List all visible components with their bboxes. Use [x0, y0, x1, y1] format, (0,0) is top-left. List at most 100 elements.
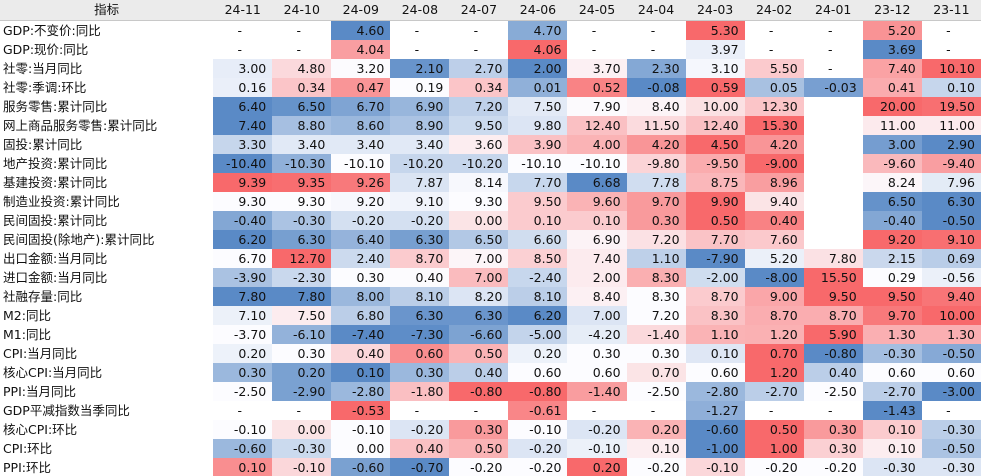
row-label[interactable]: 基建投资:累计同比 [0, 173, 214, 192]
value-cell[interactable]: 4.70 [508, 20, 568, 40]
row-label[interactable]: PPI:环比 [0, 458, 214, 476]
value-cell[interactable]: 6.30 [921, 192, 981, 211]
value-cell[interactable]: 0.52 [567, 78, 627, 97]
value-cell[interactable]: 3.69 [862, 40, 922, 59]
value-cell[interactable]: 8.24 [862, 173, 922, 192]
value-cell[interactable]: 8.40 [626, 97, 686, 116]
row-label[interactable]: GDP平减指数当季同比 [0, 401, 214, 420]
value-cell[interactable]: 0.60 [390, 344, 450, 363]
value-cell[interactable]: 7.20 [626, 230, 686, 249]
value-cell[interactable]: -10.10 [567, 154, 627, 173]
column-header[interactable]: 24-03 [685, 0, 745, 21]
value-cell[interactable]: 19.50 [921, 97, 981, 116]
value-cell[interactable]: 6.80 [331, 306, 391, 325]
value-cell[interactable]: 0.50 [685, 211, 745, 230]
value-cell[interactable]: 0.00 [331, 439, 391, 458]
value-cell[interactable] [804, 97, 863, 116]
value-cell[interactable]: -0.20 [449, 458, 509, 476]
value-cell[interactable]: 9.50 [449, 116, 509, 135]
value-cell[interactable]: - [591, 403, 597, 418]
value-cell[interactable]: -10.10 [331, 154, 391, 173]
value-cell[interactable]: 7.70 [508, 173, 568, 192]
value-cell[interactable]: 5.90 [803, 325, 863, 344]
value-cell[interactable]: 0.10 [213, 458, 273, 476]
value-cell[interactable]: -0.30 [272, 211, 332, 230]
value-cell[interactable]: 8.40 [567, 287, 627, 306]
value-cell[interactable]: -0.03 [803, 78, 863, 97]
value-cell[interactable]: 8.00 [331, 287, 391, 306]
value-cell[interactable]: 0.16 [213, 78, 273, 97]
value-cell[interactable]: 3.20 [331, 59, 391, 78]
value-cell[interactable]: -0.80 [449, 382, 509, 401]
value-cell[interactable]: 8.70 [744, 306, 804, 325]
value-cell[interactable] [804, 173, 863, 192]
value-cell[interactable]: -0.60 [213, 439, 273, 458]
value-cell[interactable]: 0.60 [685, 363, 745, 382]
value-cell[interactable]: - [237, 42, 242, 57]
value-cell[interactable]: -2.80 [331, 382, 391, 401]
value-cell[interactable]: 7.80 [213, 287, 273, 306]
value-cell[interactable]: -0.20 [331, 211, 391, 230]
value-cell[interactable]: 3.00 [862, 135, 922, 154]
value-cell[interactable]: 7.00 [449, 249, 509, 268]
value-cell[interactable]: 9.70 [862, 306, 922, 325]
value-cell[interactable]: 0.00 [272, 420, 332, 439]
value-cell[interactable]: - [827, 42, 833, 57]
value-cell[interactable]: 6.90 [567, 230, 627, 249]
row-label[interactable]: 制造业投资:累计同比 [0, 192, 214, 211]
value-cell[interactable]: 9.50 [803, 287, 863, 306]
value-cell[interactable]: - [650, 42, 656, 57]
value-cell[interactable]: 8.75 [685, 173, 745, 192]
value-cell[interactable]: -0.40 [862, 211, 922, 230]
value-cell[interactable]: -0.10 [213, 420, 273, 439]
value-cell[interactable]: 1.10 [685, 325, 745, 344]
value-cell[interactable]: -0.70 [390, 458, 450, 476]
value-cell[interactable]: -4.20 [567, 325, 627, 344]
value-cell[interactable]: -0.20 [390, 211, 450, 230]
value-cell[interactable]: 4.00 [567, 135, 627, 154]
value-cell[interactable]: 0.30 [567, 344, 627, 363]
value-cell[interactable]: 7.40 [567, 249, 627, 268]
column-header[interactable]: 24-10 [272, 0, 332, 21]
value-cell[interactable]: -9.80 [626, 154, 686, 173]
value-cell[interactable]: -1.43 [862, 401, 922, 420]
value-cell[interactable]: -7.90 [685, 249, 745, 268]
value-cell[interactable]: - [296, 403, 302, 418]
value-cell[interactable]: 8.50 [508, 249, 568, 268]
value-cell[interactable]: 6.20 [213, 230, 273, 249]
value-cell[interactable]: 0.34 [272, 78, 332, 97]
value-cell[interactable]: 7.40 [862, 59, 922, 78]
value-cell[interactable]: 0.30 [626, 344, 686, 363]
value-cell[interactable]: -0.20 [390, 420, 450, 439]
value-cell[interactable]: 12.40 [567, 116, 627, 135]
value-cell[interactable]: 0.69 [921, 249, 981, 268]
value-cell[interactable]: - [296, 42, 302, 57]
value-cell[interactable]: - [414, 23, 420, 38]
value-cell[interactable]: 12.70 [272, 249, 332, 268]
value-cell[interactable]: -1.40 [567, 382, 627, 401]
value-cell[interactable]: 9.26 [331, 173, 391, 192]
value-cell[interactable]: 7.00 [449, 268, 509, 287]
value-cell[interactable]: 0.10 [331, 363, 391, 382]
value-cell[interactable] [804, 154, 863, 173]
value-cell[interactable]: - [946, 403, 951, 418]
value-cell[interactable]: -0.56 [921, 268, 981, 287]
value-cell[interactable]: 7.00 [567, 306, 627, 325]
value-cell[interactable]: -0.30 [921, 420, 981, 439]
value-cell[interactable]: -0.20 [803, 458, 863, 476]
column-header[interactable]: 24-09 [331, 0, 391, 21]
value-cell[interactable]: 9.80 [508, 116, 568, 135]
value-cell[interactable]: 0.40 [744, 211, 804, 230]
value-cell[interactable]: 9.50 [862, 287, 922, 306]
value-cell[interactable]: 8.96 [744, 173, 804, 192]
value-cell[interactable]: 7.60 [744, 230, 804, 249]
value-cell[interactable]: -2.30 [272, 268, 332, 287]
value-cell[interactable]: - [946, 42, 951, 57]
row-label[interactable]: PPI:当月同比 [0, 382, 214, 401]
row-label[interactable]: 服务零售:累计同比 [0, 97, 214, 116]
value-cell[interactable]: -9.50 [685, 154, 745, 173]
value-cell[interactable]: 9.20 [331, 192, 391, 211]
value-cell[interactable]: 7.20 [449, 97, 509, 116]
value-cell[interactable]: -0.08 [626, 78, 686, 97]
value-cell[interactable]: 9.00 [744, 287, 804, 306]
